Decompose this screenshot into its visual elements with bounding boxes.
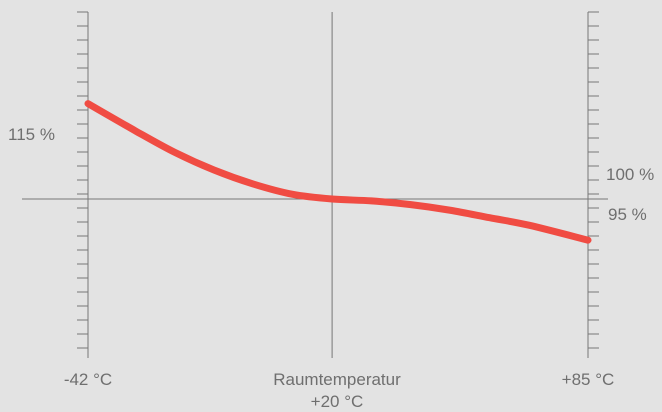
x-label-max: +85 °C bbox=[562, 370, 615, 389]
x-label-min: -42 °C bbox=[64, 370, 112, 389]
y-label-95: 95 % bbox=[608, 205, 647, 224]
x-label-room-temp-value: +20 °C bbox=[311, 392, 364, 411]
y-label-100: 100 % bbox=[606, 165, 654, 184]
series-line bbox=[84, 100, 592, 244]
axes bbox=[22, 11, 608, 358]
x-label-room-temp: Raumtemperatur bbox=[273, 370, 401, 389]
y-label-115: 115 % bbox=[8, 125, 55, 144]
